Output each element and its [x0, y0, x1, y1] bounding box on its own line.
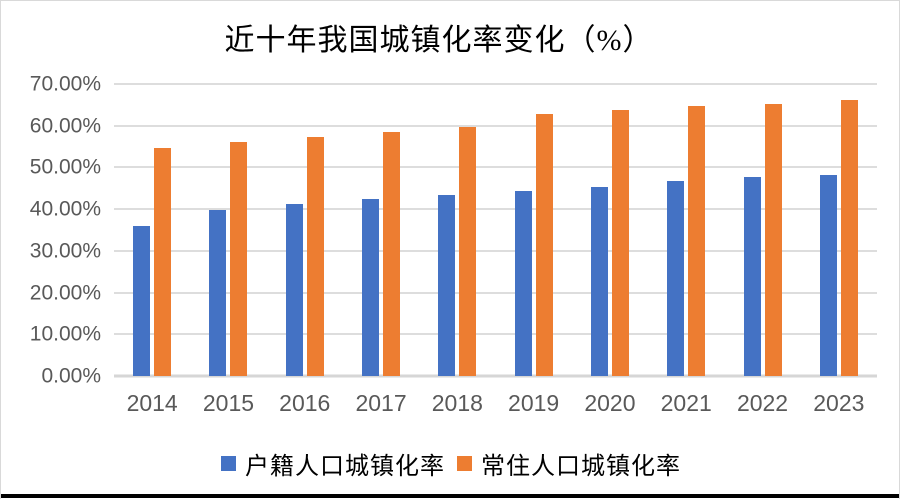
bar-series2-2019 — [535, 114, 553, 376]
x-tick-label: 2023 — [813, 390, 865, 416]
x-tick-label: 2017 — [355, 390, 407, 416]
bar-series1-2020 — [590, 186, 608, 376]
x-tick-label: 2020 — [584, 390, 636, 416]
x-tick-label: 2019 — [508, 390, 560, 416]
bar-series1-2015 — [209, 209, 227, 376]
bar-series1-2022 — [743, 177, 761, 376]
chart-title: 近十年我国城镇化率变化（%） — [224, 24, 654, 57]
y-tick-label: 0.00% — [41, 364, 101, 388]
y-tick-label: 20.00% — [29, 281, 101, 305]
bar-group-2020 — [572, 84, 648, 376]
bar-series1-2019 — [514, 190, 532, 376]
bar-series1-2021 — [667, 181, 685, 376]
bar-series2-2020 — [611, 109, 629, 376]
bar-series2-2014 — [154, 147, 172, 376]
bar-series2-2016 — [306, 136, 324, 376]
bar-series1-2017 — [362, 199, 380, 376]
bar-series2-2017 — [383, 131, 401, 376]
bar-group-2014 — [114, 84, 190, 376]
x-tick-label: 2015 — [202, 390, 255, 416]
gridline — [114, 249, 877, 252]
gridline — [114, 291, 877, 294]
y-tick-label: 50.00% — [29, 155, 101, 179]
legend-swatch-icon — [221, 456, 236, 471]
bar-series2-2021 — [688, 106, 706, 376]
y-tick-label: 60.00% — [29, 114, 101, 138]
legend-label: 常住人口城镇化率 — [481, 454, 681, 480]
y-tick-label: 40.00% — [29, 197, 101, 221]
legend-label: 户籍人口城镇化率 — [245, 454, 445, 480]
y-axis: 0.00% 10.00% 20.00% 30.00% 40.00% 50.00% 60.00… — [1, 74, 101, 387]
bar-group-2019 — [496, 84, 572, 376]
bar-series1-2016 — [285, 204, 303, 376]
plot-area — [114, 83, 877, 378]
gridline — [114, 124, 877, 127]
x-tick-label: 2016 — [279, 390, 331, 416]
y-tick-label: 10.00% — [29, 322, 101, 346]
x-tick-label: 2022 — [736, 390, 789, 416]
bar-group-2021 — [648, 84, 724, 376]
gridline — [114, 208, 877, 211]
legend-item-1: 户籍人口城镇化率 — [221, 446, 445, 481]
y-tick-label: 30.00% — [29, 239, 101, 263]
bar-group-2017 — [343, 84, 419, 376]
gridline — [114, 166, 877, 169]
bar-group-2023 — [801, 84, 877, 376]
bar-series2-2022 — [764, 103, 782, 376]
bar-series2-2015 — [230, 141, 248, 376]
x-tick-label: 2014 — [126, 390, 178, 416]
x-tick-label: 2018 — [431, 390, 483, 416]
x-axis: 2014 2015 2016 2017 2018 2019 2020 2021 2022 2023 — [114, 390, 877, 416]
bar-group-2015 — [190, 84, 266, 376]
bar-series2-2023 — [840, 100, 858, 376]
gridline — [114, 83, 877, 85]
bar-group-2016 — [267, 84, 343, 376]
bottom-border-bar — [1, 494, 899, 498]
x-axis-line — [114, 374, 877, 378]
legend-swatch-icon — [457, 456, 472, 471]
bar-series1-2018 — [438, 195, 456, 376]
bar-group-2018 — [419, 84, 495, 376]
y-tick-label: 70.00% — [29, 72, 101, 96]
bar-series1-2023 — [819, 174, 837, 376]
bar-series1-2014 — [133, 226, 151, 376]
bar-group-2022 — [724, 84, 800, 376]
x-tick-label: 2021 — [660, 390, 712, 416]
bar-series2-2018 — [459, 127, 477, 376]
legend: 户籍人口城镇化率 常住人口城镇化率 — [1, 446, 899, 481]
legend-item-2: 常住人口城镇化率 — [457, 446, 681, 481]
gridline — [114, 333, 877, 336]
